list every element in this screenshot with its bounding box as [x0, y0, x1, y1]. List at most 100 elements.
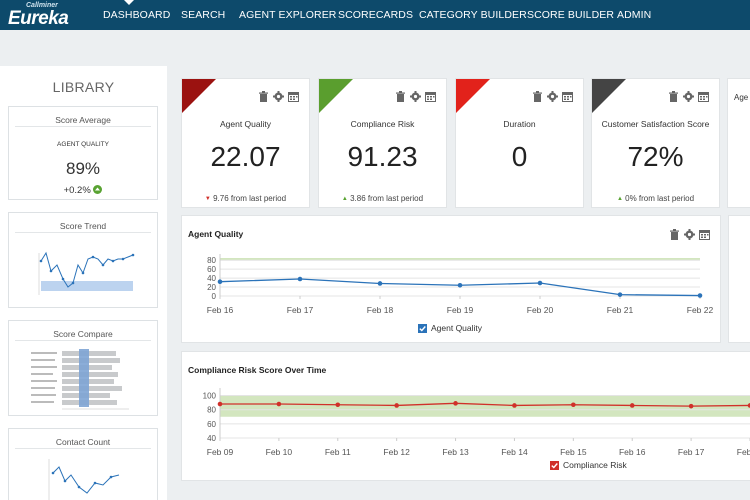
trash-icon[interactable] — [668, 91, 679, 102]
x-tick-label: Feb 16 — [207, 305, 234, 315]
calendar-icon[interactable] — [699, 229, 710, 240]
widget-change: ▼ 9.76 from last period — [182, 194, 309, 203]
change-suffix: from last period — [638, 194, 695, 203]
data-point[interactable] — [457, 282, 463, 288]
library-score-average[interactable]: Score Average AGENT QUALITY 89% +0.2% — [8, 106, 158, 200]
chart-legend[interactable]: Compliance Risk — [550, 460, 627, 470]
widget-value: 22.07 — [210, 141, 281, 172]
score-compare-thumbnail — [31, 349, 129, 410]
data-point[interactable] — [747, 403, 750, 408]
kpi-widget-2[interactable]: Compliance Risk 91.23 ▲ 3.86 from last pe… — [318, 78, 447, 208]
status-corner-icon — [182, 79, 216, 113]
y-tick-label: 100 — [203, 392, 217, 401]
data-point[interactable] — [377, 281, 383, 286]
compliance-risk-chart-panel: Compliance Risk Score Over Time 40 60 80 10… — [181, 351, 750, 481]
kpi-widget-3[interactable]: Duration 0 — [455, 78, 584, 208]
change-suffix: from last period — [230, 194, 287, 203]
nav-score-builder[interactable]: SCORE BUILDER — [527, 9, 615, 21]
x-tick-label: Feb 19 — [447, 305, 474, 315]
logo-small-text: Callminer — [26, 2, 58, 9]
data-point[interactable] — [571, 402, 576, 408]
nav-dashboard[interactable]: DASHBOARD — [103, 9, 171, 21]
data-point[interactable] — [217, 279, 223, 284]
widget-title: Duration — [503, 119, 536, 129]
kpi-widget-1[interactable]: Agent Quality 22.07 ▼ 9.76 from last peri… — [181, 78, 310, 208]
x-tick-label: Feb 09 — [207, 447, 234, 457]
nav-search[interactable]: SEARCH — [181, 9, 226, 21]
gear-icon[interactable] — [683, 91, 694, 102]
nav-admin[interactable]: ADMIN — [617, 9, 652, 21]
calendar-icon[interactable] — [425, 91, 436, 102]
change-value: 3.86 — [350, 194, 366, 203]
x-tick-label: Feb 13 — [442, 447, 469, 457]
chart-legend[interactable]: Agent Quality — [418, 323, 482, 333]
data-point[interactable] — [453, 401, 458, 406]
chart-title: Compliance Risk Score Over Time — [188, 365, 327, 375]
y-tick-label: 40 — [207, 274, 216, 283]
gear-icon[interactable] — [547, 91, 558, 102]
data-point[interactable] — [276, 401, 282, 407]
x-tick-label: Feb 11 — [325, 447, 351, 457]
data-point[interactable] — [394, 403, 399, 408]
data-point[interactable] — [335, 402, 341, 408]
change-suffix: from last period — [367, 194, 424, 203]
x-tick-label: Feb 12 — [383, 447, 410, 457]
status-corner-icon — [592, 79, 626, 113]
widget-toolbar — [258, 91, 299, 102]
library-sidebar: LIBRARY Score Average AGENT QUALITY 89% … — [0, 66, 167, 500]
nav-agent-explorer[interactable]: AGENT EXPLORER — [239, 9, 337, 21]
widget-value: 91.23 — [347, 141, 418, 172]
nav-scorecards[interactable]: SCORECARDS — [338, 9, 414, 21]
score-trend-title: Score Trend — [59, 221, 107, 231]
x-tick-label: Feb 18 — [737, 447, 750, 457]
library-contact-count[interactable]: Contact Count — [8, 428, 158, 500]
score-average-value: 89% — [65, 159, 101, 178]
contact-count-title: Contact Count — [55, 437, 111, 447]
x-tick-label: Feb 16 — [619, 447, 646, 457]
change-arrow-icon: ▼ — [204, 196, 211, 202]
nav-category-builder[interactable]: CATEGORY BUILDER — [419, 9, 527, 21]
data-point[interactable] — [512, 403, 517, 408]
data-point[interactable] — [617, 292, 623, 297]
calendar-icon[interactable] — [288, 91, 299, 102]
trash-icon[interactable] — [258, 91, 269, 102]
y-tick-label: 60 — [207, 265, 216, 274]
data-point[interactable] — [629, 403, 635, 408]
series-line — [220, 402, 750, 407]
data-point[interactable] — [688, 403, 694, 409]
y-tick-label: 20 — [207, 283, 216, 292]
kpi-widget-4[interactable]: Customer Satisfaction Score 72% ▲ 0% from… — [591, 78, 720, 208]
trash-icon[interactable] — [532, 91, 543, 102]
gear-icon[interactable] — [410, 91, 421, 102]
divider — [15, 232, 151, 233]
widget-title: Age — [734, 93, 749, 102]
gear-icon[interactable] — [273, 91, 284, 102]
data-point[interactable] — [217, 401, 223, 407]
divider — [15, 126, 151, 127]
kpi-widget-5[interactable]: Age — [727, 78, 750, 208]
calendar-icon[interactable] — [698, 91, 709, 102]
y-tick-label: 80 — [207, 406, 216, 415]
trash-icon[interactable] — [669, 229, 680, 240]
library-score-compare[interactable]: Score Compare — [8, 320, 158, 416]
trash-icon[interactable] — [395, 91, 406, 102]
library-score-trend[interactable]: Score Trend — [8, 212, 158, 308]
logo[interactable]: Callminer Eureka — [6, 2, 84, 29]
gear-icon[interactable] — [684, 229, 695, 240]
x-tick-label: Feb 15 — [560, 447, 587, 457]
score-compare-title: Score Compare — [53, 329, 113, 339]
chart-toolbar — [669, 229, 710, 240]
checkbox-checked-icon[interactable] — [550, 460, 559, 470]
active-nav-caret-icon — [124, 0, 134, 5]
calendar-icon[interactable] — [562, 91, 573, 102]
y-tick-label: 40 — [207, 434, 216, 443]
widget-value: 0 — [511, 141, 528, 172]
x-tick-label: Feb 17 — [287, 305, 314, 315]
change-value: 9.76 — [213, 194, 229, 203]
data-point[interactable] — [297, 276, 303, 282]
data-point[interactable] — [537, 280, 543, 286]
checkbox-checked-icon[interactable] — [418, 323, 427, 333]
data-point[interactable] — [697, 293, 703, 298]
change-value: 0% — [625, 194, 637, 203]
change-arrow-icon: ▲ — [616, 196, 623, 202]
